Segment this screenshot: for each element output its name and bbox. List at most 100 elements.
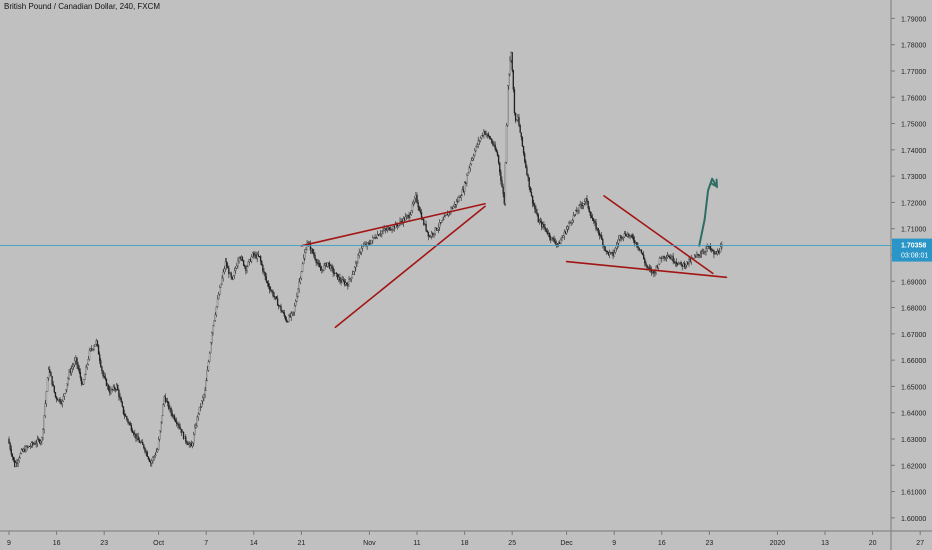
candle-down xyxy=(227,266,229,269)
candle-down xyxy=(103,375,105,377)
candle-up xyxy=(458,196,460,202)
candle-down xyxy=(511,52,513,71)
price-axis[interactable]: 1.60000 1.61000 1.62000 1.63000 1.64000 1.650… xyxy=(890,0,926,550)
candle-down xyxy=(419,210,422,213)
candle-up xyxy=(577,210,579,212)
candle-up xyxy=(210,342,212,354)
candle-up xyxy=(303,258,305,265)
candle-down xyxy=(28,446,31,447)
candle-down xyxy=(38,439,41,443)
candle-down xyxy=(130,424,133,431)
candle-up xyxy=(627,234,629,237)
candle-up xyxy=(75,357,77,362)
candle-up xyxy=(437,226,440,230)
candle-down xyxy=(122,406,125,415)
trendline[interactable] xyxy=(334,205,486,329)
candle-down xyxy=(546,231,548,234)
candle-down xyxy=(636,242,638,247)
trendline[interactable] xyxy=(565,260,728,279)
candle-down xyxy=(531,195,534,204)
candle-down xyxy=(552,237,554,240)
candle-up xyxy=(457,200,459,202)
candle-down xyxy=(377,234,380,236)
x-tick-label: 11 xyxy=(413,540,420,547)
candle-down xyxy=(225,261,228,267)
candle-down xyxy=(190,443,193,447)
candle-down xyxy=(495,149,497,153)
candle-up xyxy=(690,258,692,262)
candle-up xyxy=(287,321,289,323)
candle-down xyxy=(185,436,187,442)
candle-up xyxy=(630,235,632,236)
drawings-group[interactable] xyxy=(300,177,728,329)
x-tick-label: 18 xyxy=(461,540,469,547)
candle-down xyxy=(10,448,12,455)
candle-up xyxy=(206,370,208,381)
candle-up xyxy=(569,222,571,224)
candle-up xyxy=(573,214,576,216)
candle-up xyxy=(392,226,394,230)
candle-up xyxy=(482,135,484,137)
candle-up xyxy=(48,369,50,379)
candle-down xyxy=(150,461,152,464)
candle-up xyxy=(562,235,564,239)
candle-up xyxy=(159,430,161,440)
y-tick-label: 1.66000 xyxy=(901,358,926,365)
y-tick-label: 1.75000 xyxy=(901,122,926,129)
time-axis[interactable]: 9 16 23 Oct 7 14 21 Nov 11 18 25 Dec 9 16 23 2020 13 20 27… xyxy=(0,530,932,547)
forecast-arrow-head xyxy=(709,178,718,189)
trendline[interactable] xyxy=(603,195,714,275)
candle-down xyxy=(607,251,610,255)
candle-down xyxy=(417,202,419,208)
candle-up xyxy=(169,408,171,409)
candle-up xyxy=(324,263,326,266)
candle-down xyxy=(147,456,150,460)
candle-up xyxy=(229,272,231,275)
candle-down xyxy=(518,117,520,126)
candle-up xyxy=(85,367,87,376)
candle-up xyxy=(609,252,611,255)
candle-up xyxy=(582,203,585,206)
candle-up xyxy=(452,206,454,209)
candle-up xyxy=(334,272,337,274)
candle-down xyxy=(276,298,279,306)
candle-down xyxy=(271,290,273,292)
candle-down xyxy=(128,422,130,424)
candle-up xyxy=(356,262,358,264)
candle-down xyxy=(669,256,671,258)
candle-down xyxy=(519,125,521,133)
candle-up xyxy=(439,222,441,228)
candle-up xyxy=(172,415,174,417)
candle-down xyxy=(263,270,265,273)
candle-down xyxy=(114,388,117,390)
candle-up xyxy=(40,440,42,443)
candle-down xyxy=(340,280,342,283)
candle-up xyxy=(306,242,308,250)
candle-down xyxy=(96,340,99,346)
candle-up xyxy=(474,150,476,156)
candle-up xyxy=(65,389,67,394)
candle-down xyxy=(403,218,406,221)
x-tick-label: 16 xyxy=(53,540,61,547)
y-tick-label: 1.64000 xyxy=(901,411,926,418)
candle-up xyxy=(547,233,550,234)
candle-up xyxy=(371,240,373,244)
candle-down xyxy=(715,253,717,255)
candle-down xyxy=(689,259,691,262)
candle-up xyxy=(629,235,631,237)
candle-down xyxy=(533,203,535,206)
candle-down xyxy=(604,246,606,252)
forecast-arrow[interactable] xyxy=(698,177,718,247)
candle-down xyxy=(589,211,592,216)
candle-down xyxy=(314,255,316,260)
candle-down xyxy=(51,375,53,385)
trendline[interactable] xyxy=(300,202,486,247)
candle-down xyxy=(368,243,371,244)
candle-up xyxy=(596,228,598,230)
candle-down xyxy=(484,131,486,135)
candle-up xyxy=(46,377,49,392)
candle-up xyxy=(635,242,637,244)
candle-up xyxy=(615,245,618,249)
